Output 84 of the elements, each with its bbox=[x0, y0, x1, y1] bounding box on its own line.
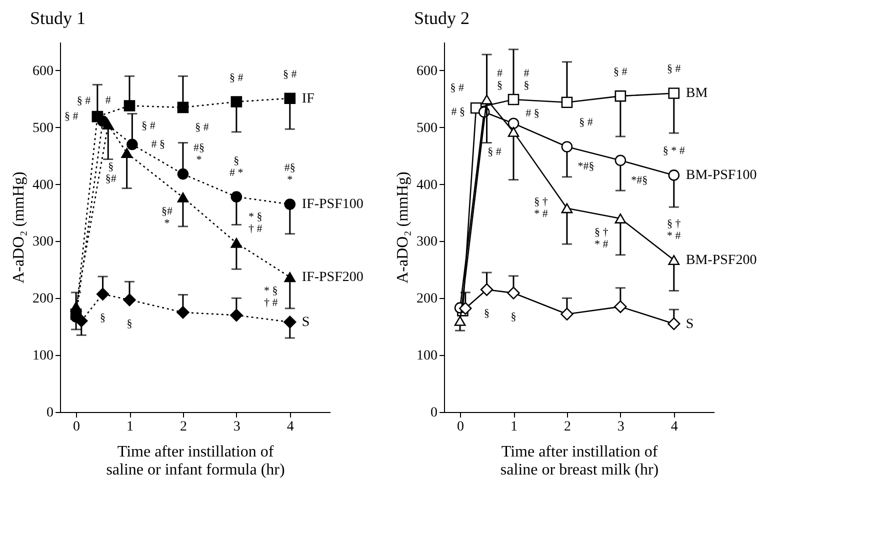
x-tick-label: 4 bbox=[286, 420, 294, 434]
y-tick-label: 0 bbox=[46, 406, 54, 420]
annotation: # bbox=[524, 67, 530, 80]
y-tick-label: 500 bbox=[416, 120, 438, 136]
y-tick-label: 0 bbox=[430, 406, 438, 420]
annotation: § † bbox=[534, 196, 548, 208]
annotation: § bbox=[100, 312, 106, 324]
x-tick-label: 1 bbox=[510, 420, 518, 434]
annotation: § # bbox=[195, 121, 210, 134]
y-tick-label: 100 bbox=[32, 348, 54, 364]
series-label: BM-PSF100 bbox=[686, 168, 757, 184]
y-axis-title: A-aDO₂ (mmHg) bbox=[10, 172, 28, 284]
annotation: * # bbox=[534, 208, 548, 220]
annotation: *#§ bbox=[578, 160, 594, 173]
annotation: * bbox=[164, 217, 170, 230]
series-label: IF-PSF100 bbox=[302, 197, 364, 212]
annotation: § # bbox=[64, 110, 79, 123]
y-tick-label: 600 bbox=[416, 64, 438, 79]
annotation: § bbox=[484, 308, 490, 320]
annotation: *#§ bbox=[631, 174, 648, 186]
annotation: † # bbox=[248, 222, 263, 235]
y-tick-label: 200 bbox=[32, 292, 54, 307]
series-label: IF-PSF200 bbox=[302, 270, 364, 286]
x-tick-label: 2 bbox=[180, 420, 187, 434]
annotation: # § bbox=[526, 107, 540, 120]
annotation: #§ bbox=[284, 162, 296, 174]
series-label: BM-PSF200 bbox=[686, 253, 757, 268]
series-label: S bbox=[686, 316, 694, 332]
y-axis-title: A-aDO₂ (mmHg) bbox=[394, 172, 412, 284]
x-axis-title: Time after instillation of saline or infant formula (hr) bbox=[106, 444, 285, 478]
annotation: § * # bbox=[662, 145, 686, 158]
annotation: § # bbox=[614, 66, 628, 78]
annotation: # bbox=[497, 67, 504, 80]
annotation: * # bbox=[667, 230, 682, 242]
y-tick-label: 200 bbox=[416, 292, 438, 307]
y-tick-label: 300 bbox=[416, 234, 438, 250]
annotation: § # bbox=[283, 68, 298, 80]
annotation: * § bbox=[248, 210, 262, 223]
annotation: § # bbox=[230, 72, 244, 84]
x-tick-label: 3 bbox=[233, 420, 240, 434]
annotation: # § bbox=[151, 138, 166, 150]
annotation: § # bbox=[450, 82, 464, 94]
x-tick-label: 2 bbox=[564, 420, 571, 434]
annotation: § # bbox=[76, 95, 92, 108]
x-tick-label: 0 bbox=[73, 420, 80, 434]
annotation: § bbox=[497, 79, 503, 92]
x-tick-label: 4 bbox=[670, 420, 678, 434]
annotation: §# bbox=[161, 205, 173, 218]
annotation: § # bbox=[579, 116, 594, 128]
chart-title: Study 2 bbox=[414, 8, 470, 28]
y-tick-label: 500 bbox=[32, 120, 54, 136]
annotation: #§ bbox=[193, 142, 204, 154]
annotation: § bbox=[510, 311, 516, 324]
annotation: § # bbox=[488, 146, 502, 158]
annotation: * bbox=[196, 154, 202, 166]
y-tick-label: 300 bbox=[32, 234, 54, 250]
y-tick-label: 600 bbox=[32, 64, 54, 79]
y-tick-label: 400 bbox=[32, 178, 54, 193]
y-tick-label: 100 bbox=[416, 348, 438, 364]
annotation: # * bbox=[230, 166, 244, 179]
annotation: * bbox=[287, 174, 293, 186]
annotation: § † bbox=[667, 218, 682, 230]
x-tick-label: 3 bbox=[617, 420, 624, 434]
annotation: † # bbox=[264, 297, 278, 310]
annotation: § † bbox=[594, 226, 609, 238]
annotation: * § bbox=[264, 285, 278, 298]
annotation: § bbox=[234, 154, 240, 167]
x-axis-title: Time after instillation of saline or breast milk (hr) bbox=[500, 444, 659, 478]
series-label: IF bbox=[302, 91, 315, 106]
annotation: * # bbox=[594, 238, 609, 250]
series-label: S bbox=[302, 315, 310, 330]
x-tick-label: 0 bbox=[457, 420, 464, 434]
annotation: § bbox=[126, 318, 132, 330]
annotation: § # bbox=[142, 120, 156, 132]
series-label: BM bbox=[686, 86, 708, 102]
annotation: # § bbox=[451, 106, 465, 118]
annotation: § # bbox=[667, 63, 682, 76]
chart-title: Study 1 bbox=[30, 8, 86, 28]
annotation: § bbox=[524, 79, 530, 92]
annotation: §# bbox=[105, 173, 117, 185]
x-tick-label: 1 bbox=[126, 420, 134, 434]
y-tick-label: 400 bbox=[416, 178, 438, 193]
annotation: # bbox=[105, 94, 112, 107]
annotation: § bbox=[108, 161, 114, 173]
